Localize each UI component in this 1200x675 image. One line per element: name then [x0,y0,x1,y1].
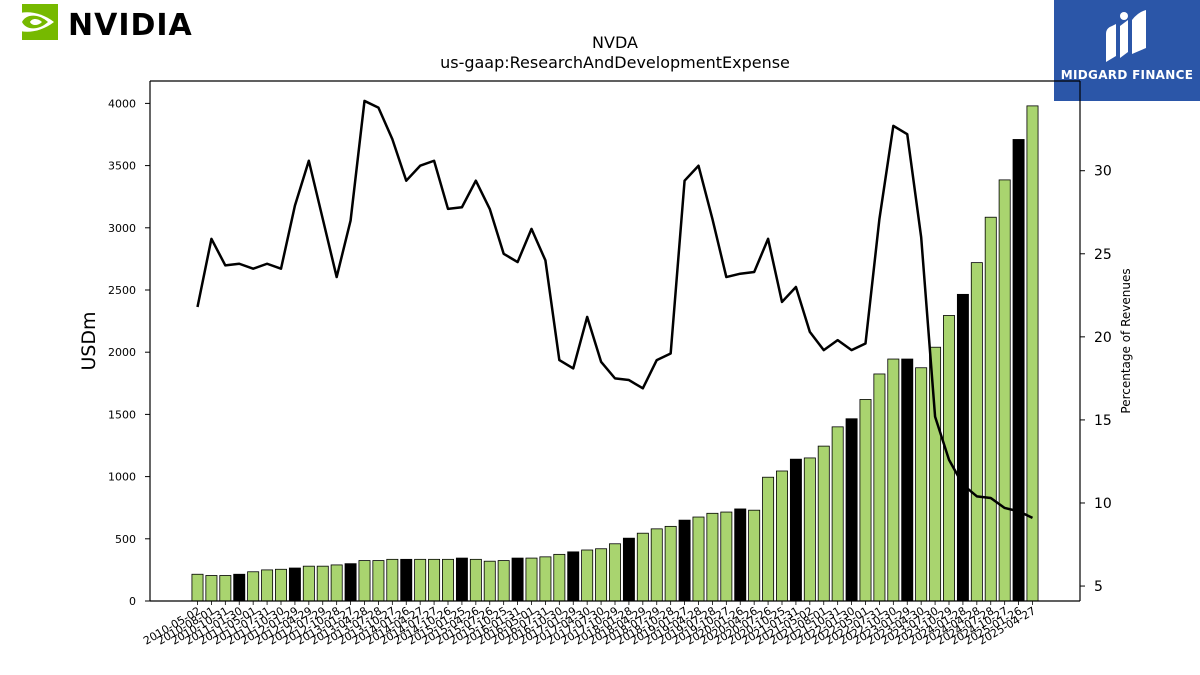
bar [400,558,413,602]
bar [706,512,719,602]
y-tick-label: 0 [129,595,136,608]
y2-tick-label: 5 [1094,579,1103,595]
bar [288,567,301,602]
y-tick-label: 1000 [108,471,136,484]
bar [956,293,969,602]
bar [609,543,621,602]
y2-axis-label: Percentage of Revenues [1119,268,1133,413]
y-tick-label: 500 [115,533,136,546]
bar [483,560,496,602]
bar [595,548,608,602]
bar [358,560,371,602]
bar [817,445,830,602]
bar [734,508,747,602]
bar [205,575,218,602]
bar [386,558,399,602]
pct-line-layer [196,99,1034,520]
bar [984,216,997,602]
bar [650,528,663,602]
bar [275,568,287,602]
bar [553,553,566,602]
y-tick-label: 4000 [108,97,136,110]
bar [720,511,733,602]
bar [929,346,942,602]
chart-title: NVDA [592,33,638,52]
y2-tick-label: 10 [1094,496,1112,512]
bar [525,557,538,602]
bar [261,569,274,602]
bar [915,367,928,602]
y2-tick-label: 20 [1094,330,1112,346]
bar [803,457,816,602]
bar [469,558,482,602]
y2-tick-label: 30 [1094,164,1112,180]
bar [664,525,677,602]
bar [692,516,705,602]
bar [970,262,983,602]
midgard-m-icon [1106,10,1146,62]
bar [581,549,594,602]
y-tick-label: 3000 [108,222,136,235]
bar [873,373,886,602]
bar [511,557,524,602]
y-axis-label: USDm [78,311,100,370]
nvidia-wordmark: NVIDIA [68,8,193,43]
bar [414,558,427,602]
y2-tick-label: 25 [1094,247,1112,263]
axes: 0 500 1000 1500 2000 2500 3000 3500 4000 5 10 15 20 2… [108,80,1112,648]
bar [622,537,635,602]
bar [233,573,246,602]
nvidia-logo: NVIDIA [4,4,194,43]
bar [372,560,385,602]
y2-tick-label: 15 [1094,413,1112,429]
bar [219,575,232,602]
bar [901,358,914,602]
bars [191,105,1039,602]
bar [636,532,649,602]
bar [247,571,260,602]
bar [998,179,1011,602]
bar [442,558,454,602]
bar [789,458,802,602]
bar [859,399,872,602]
bar [1026,105,1039,602]
bar [344,563,357,602]
bar [455,557,468,602]
midgard-wordmark: MIDGARD FINANCE [1060,68,1194,82]
bar [428,558,441,602]
nvidia-eye-icon [6,4,58,40]
y-tick-label: 3500 [108,160,136,173]
bar [762,476,775,602]
bar [316,565,329,602]
pct-of-revenues-line [196,99,1034,520]
bar [302,565,315,602]
bar [887,358,900,602]
y-tick-label: 2000 [108,346,136,359]
bar [1012,139,1025,602]
bar [748,509,761,602]
y-tick-label: 1500 [108,408,136,421]
bar [845,418,858,602]
midgard-finance-logo: MIDGARD FINANCE [1054,0,1200,101]
bar [678,519,691,602]
chart-subtitle: us-gaap:ResearchAndDevelopmentExpense [440,53,790,72]
bar [191,573,204,602]
bar [567,551,580,602]
bar [330,564,343,602]
bar [831,426,844,602]
bar [539,556,552,602]
bar [776,470,788,602]
bar [497,560,510,602]
y-tick-label: 2500 [108,284,136,297]
